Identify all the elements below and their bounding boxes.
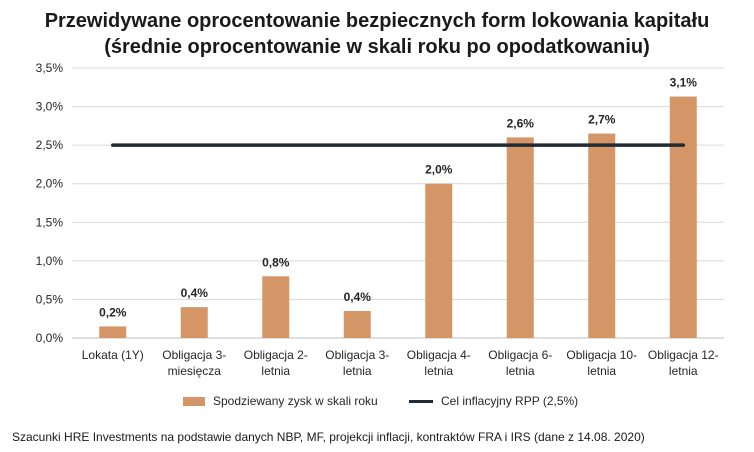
legend-label-bar: Spodziewany zysk w skali roku — [213, 394, 378, 408]
x-tick-label: letnia — [587, 364, 616, 378]
bar — [425, 183, 453, 338]
legend-swatch-bar — [183, 396, 205, 406]
bar — [343, 311, 371, 338]
x-tick-label: Obligacja 10- — [566, 348, 637, 362]
x-tick-label: letnia — [261, 364, 290, 378]
x-tick-label: Obligacja 3- — [162, 348, 226, 362]
x-tick-label: letnia — [424, 364, 453, 378]
legend-item-bar: Spodziewany zysk w skali roku — [183, 394, 378, 408]
y-tick-label: 3,0% — [36, 100, 64, 114]
x-tick-label: letnia — [343, 364, 372, 378]
x-tick-label: letnia — [506, 364, 535, 378]
chart-title-line-1: Przewidywane oprocentowanie bezpiecznych… — [44, 10, 710, 32]
y-tick-label: 0,0% — [36, 331, 64, 345]
x-tick-label: Obligacja 6- — [488, 348, 552, 362]
bar — [669, 96, 697, 339]
y-tick-label: 2,0% — [36, 177, 64, 191]
x-tick-label: Obligacja 3- — [325, 348, 389, 362]
data-label: 3,1% — [670, 76, 698, 90]
y-tick-label: 1,0% — [36, 254, 64, 268]
data-label: 0,8% — [262, 255, 290, 269]
chart-title: Przewidywane oprocentowanie bezpiecznych… — [0, 8, 754, 60]
legend-swatch-line — [409, 399, 433, 403]
data-label: 2,0% — [425, 163, 453, 177]
data-label: 2,7% — [588, 113, 616, 127]
x-tick-label: Lokata (1Y) — [82, 348, 144, 362]
data-label: 2,6% — [507, 116, 535, 130]
y-tick-label: 1,5% — [36, 215, 64, 229]
y-tick-label: 0,5% — [36, 292, 64, 306]
x-tick-label: Obligacja 4- — [407, 348, 471, 362]
y-tick-label: 2,5% — [36, 138, 64, 152]
bar — [588, 133, 616, 338]
data-label: 0,2% — [99, 305, 127, 319]
x-tick-label: miesięcza — [168, 364, 222, 378]
bar — [506, 137, 534, 338]
y-tick-label: 3,5% — [36, 61, 64, 75]
bar-chart: 0,0% 0,5% 1,0% 1,5% 2,0% 2,5% 3,0% 3,5% 0,2% Loka… — [36, 61, 724, 378]
data-label: 0,4% — [344, 290, 372, 304]
bar — [180, 307, 208, 338]
legend-item-line: Cel inflacyjny RPP (2,5%) — [409, 394, 578, 408]
legend-label-line: Cel inflacyjny RPP (2,5%) — [441, 394, 579, 408]
x-tick-label: Obligacja 2- — [244, 348, 308, 362]
data-label: 0,4% — [181, 286, 209, 300]
source-note: Szacunki HRE Investments na podstawie da… — [12, 430, 645, 444]
chart-legend: Spodziewany zysk w skali roku Cel inflac… — [0, 394, 754, 412]
x-tick-label: letnia — [669, 364, 698, 378]
bar — [262, 276, 290, 338]
chart-title-line-2: (średnie oprocentowanie w skali roku po … — [104, 36, 650, 58]
x-tick-label: Obligacja 12- — [648, 348, 719, 362]
bar — [99, 326, 127, 338]
